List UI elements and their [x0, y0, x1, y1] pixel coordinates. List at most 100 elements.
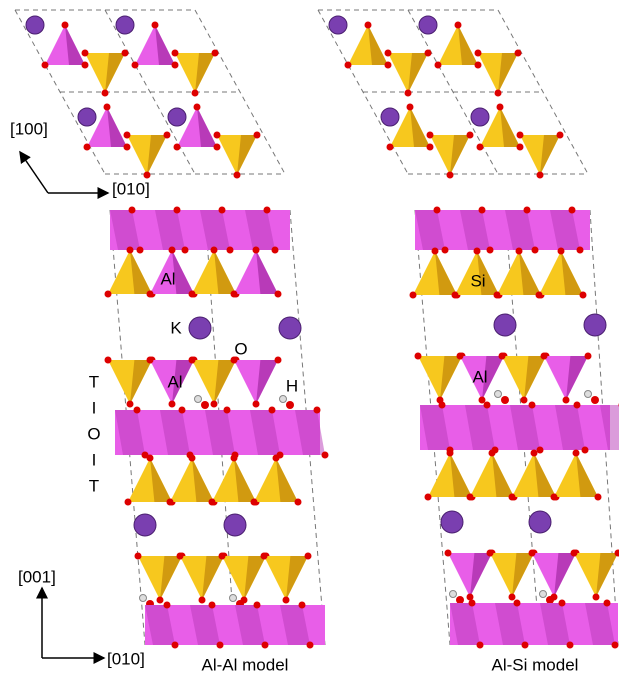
oxygen: [475, 62, 482, 69]
oxygen: [577, 247, 584, 254]
oxygen: [192, 90, 199, 97]
hydrogen: [140, 595, 147, 602]
oxygen: [529, 550, 536, 557]
hydrogen: [450, 591, 457, 598]
oxygen: [299, 602, 306, 609]
oxygen: [563, 397, 570, 404]
potassium: [529, 511, 551, 533]
oxygen: [201, 401, 209, 409]
oxygen: [189, 291, 196, 298]
oxygen: [571, 550, 578, 557]
oxygen: [174, 144, 181, 151]
oxygen: [442, 247, 449, 254]
oxygen: [536, 292, 543, 299]
axis-arrow: [20, 152, 48, 193]
oxygen: [405, 90, 412, 97]
oxygen: [82, 62, 89, 69]
oxygen: [307, 642, 314, 649]
oxygen: [127, 401, 134, 408]
oxygen: [214, 144, 221, 151]
hydrogen: [495, 391, 502, 398]
hydrogen: [230, 595, 237, 602]
oxygen: [612, 642, 619, 649]
oxygen: [532, 247, 539, 254]
oxygen: [234, 172, 241, 179]
oxygen: [495, 90, 502, 97]
oxygen: [345, 62, 352, 69]
oxygen: [251, 499, 258, 506]
oxygen: [264, 207, 271, 214]
oxygen: [509, 494, 516, 501]
oxygen: [124, 144, 131, 151]
oxygen: [474, 248, 481, 255]
oxygen: [529, 402, 536, 409]
oxygen: [182, 247, 189, 254]
oxygen: [425, 50, 432, 57]
caption: Al-Si model: [492, 655, 579, 674]
oxygen: [82, 50, 89, 57]
oxygen: [261, 553, 268, 560]
potassium: [189, 317, 211, 339]
oxygen: [487, 550, 494, 557]
oxygen: [84, 144, 91, 151]
potassium: [441, 511, 463, 533]
hydrogen: [540, 591, 547, 598]
potassium: [329, 16, 347, 34]
oxygen: [484, 402, 491, 409]
potassium: [279, 317, 301, 339]
oxygen: [189, 455, 196, 462]
oxygen: [164, 132, 171, 139]
potassium: [584, 314, 606, 336]
oxygen: [477, 642, 484, 649]
oxygen: [585, 353, 592, 360]
oxygen: [147, 455, 154, 462]
oxygen: [558, 248, 565, 255]
oxygen: [439, 402, 446, 409]
oxygen: [172, 642, 179, 649]
oxygen: [569, 207, 576, 214]
oxygen: [574, 402, 581, 409]
oxygen: [105, 357, 112, 364]
structures: [15, 10, 619, 649]
oxygen: [211, 247, 218, 254]
oxygen: [591, 396, 599, 404]
oxygen: [407, 104, 414, 111]
oxygen: [477, 144, 484, 151]
oxygen: [475, 50, 482, 57]
oxygen: [509, 594, 516, 601]
oxygen: [427, 132, 434, 139]
oxygen: [102, 90, 109, 97]
oxygen: [580, 292, 587, 299]
oxygen: [231, 291, 238, 298]
oxygen: [283, 597, 290, 604]
oxygen: [494, 292, 501, 299]
oxygen: [147, 291, 154, 298]
oxygen: [129, 207, 136, 214]
oxygen: [467, 594, 474, 601]
oxygen: [559, 600, 566, 607]
oxygen: [387, 144, 394, 151]
oxygen: [522, 642, 529, 649]
oxygen: [217, 642, 224, 649]
oxygen: [447, 172, 454, 179]
oxygen: [582, 447, 589, 454]
oxygen: [286, 401, 294, 409]
oxygen: [194, 104, 201, 111]
oxygen: [410, 292, 417, 299]
oxygen: [425, 494, 432, 501]
oxygen: [273, 455, 280, 462]
oxygen: [224, 407, 231, 414]
oxygen: [164, 602, 171, 609]
oxygen: [219, 553, 226, 560]
oxygen: [209, 499, 216, 506]
oxygen: [455, 22, 462, 29]
oxygen: [516, 248, 523, 255]
oxygen: [189, 357, 196, 364]
oxygen: [135, 553, 142, 560]
oxygen: [104, 104, 111, 111]
oxygen: [537, 172, 544, 179]
oxygen: [199, 597, 206, 604]
oxygen: [432, 248, 439, 255]
oxygen: [467, 494, 474, 501]
oxygen: [517, 132, 524, 139]
